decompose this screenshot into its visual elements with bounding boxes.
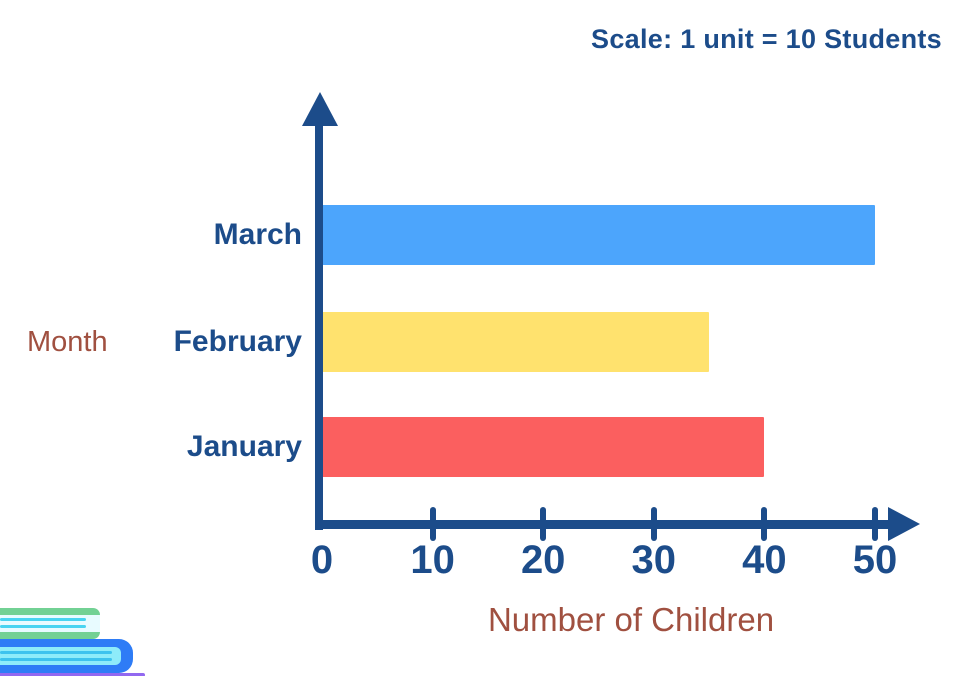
x-tick-label: 10 [410, 538, 455, 582]
x-tick-mark [540, 507, 547, 541]
category-label-february: February [173, 325, 302, 358]
bar-february [322, 312, 709, 372]
purple-underline [0, 673, 145, 676]
x-tick-mark [650, 507, 657, 541]
x-tick-label: 20 [520, 538, 566, 582]
x-tick-mark [872, 507, 878, 541]
x-axis-arrow-icon [888, 507, 920, 541]
books-decoration [0, 606, 160, 676]
y-axis-line [315, 118, 323, 530]
book-page-line [0, 651, 112, 654]
x-tick-label: 50 [852, 538, 898, 582]
bar-january [322, 417, 764, 477]
green-book-icon [0, 608, 100, 639]
category-label-january: January [186, 430, 302, 463]
scale-note: Scale: 1 unit = 10 Students [591, 24, 942, 54]
blue-book-icon [0, 639, 133, 673]
book-page-line [0, 658, 112, 661]
x-tick-mark [761, 507, 768, 541]
y-axis-arrow-icon [302, 92, 338, 126]
x-tick-label: 40 [742, 538, 787, 582]
x-axis-line [315, 520, 892, 529]
book-page-line [0, 625, 86, 628]
x-tick-label: 30 [631, 538, 677, 582]
x-axis-title: Number of Children [487, 601, 775, 638]
x-tick-label: 0 [310, 538, 334, 582]
x-tick-mark [429, 507, 436, 541]
bar-march [322, 205, 875, 265]
book-page-line [0, 618, 86, 621]
category-label-march: March [213, 218, 302, 251]
book-pages [0, 647, 121, 665]
y-axis-title: Month [27, 326, 108, 358]
